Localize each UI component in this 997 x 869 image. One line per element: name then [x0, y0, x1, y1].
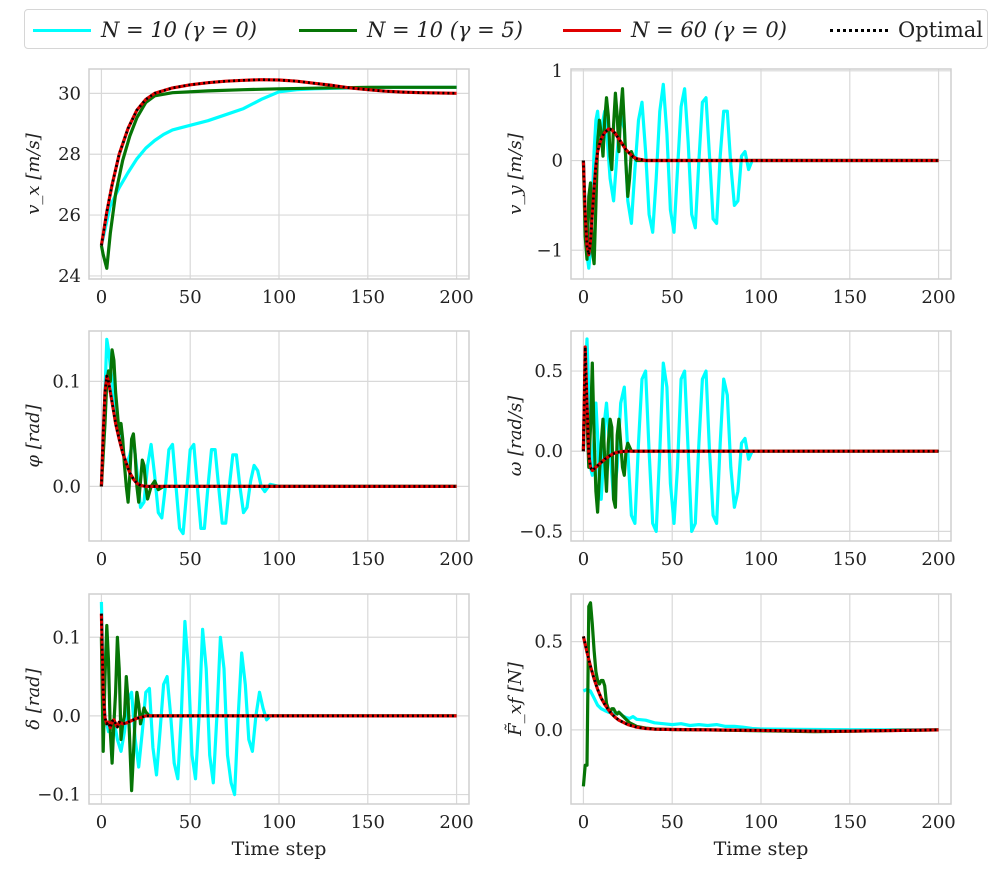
series-line-n10-g5: [99, 623, 457, 793]
series-line-optimal: [582, 636, 939, 733]
legend-label-n60-g0: N = 60 (γ = 0): [631, 18, 787, 42]
y-tick-label: 0.0: [534, 720, 563, 741]
chart-panel-5: 0 50 100 150 200 −0.1 0.0 0.1 δ [rad] Time step: [23, 593, 474, 860]
y-tick-label: −1: [536, 240, 563, 261]
x-tick-label: 50: [179, 287, 202, 308]
y-tick-label: 0.0: [534, 441, 563, 462]
x-tick-label: 50: [179, 549, 202, 570]
y-tick-label: 24: [58, 266, 81, 287]
chart-panel-6: 0 50 100 150 200 0.0 0.5 F̃_xf [N] Time step: [504, 593, 956, 860]
series-line-optimal: [100, 78, 457, 246]
x-tick-label: 200: [439, 812, 473, 833]
x-tick-label: 100: [744, 549, 778, 570]
series-line-n10-g0: [582, 687, 939, 732]
y-tick-label: 0.0: [52, 476, 81, 497]
axes-frame: [570, 593, 952, 805]
legend-swatch-n10-g5: [299, 28, 357, 32]
legend-item-n10-g0: N = 10 (γ = 0): [33, 16, 257, 44]
legend: N = 10 (γ = 0) N = 10 (γ = 5) N = 60 (γ …: [24, 9, 988, 49]
x-tick-label: 50: [661, 287, 684, 308]
x-tick-label: 200: [921, 812, 955, 833]
y-tick-label: −0.5: [519, 521, 563, 542]
y-tick-label: 26: [58, 205, 81, 226]
x-tick-label: 0: [578, 549, 589, 570]
x-tick-label: 50: [661, 812, 684, 833]
x-tick-label: 50: [179, 812, 202, 833]
axes-frame: [570, 68, 952, 280]
y-tick-label: 0.5: [534, 632, 563, 653]
x-tick-label: 150: [833, 287, 867, 308]
x-tick-label: 100: [262, 812, 296, 833]
y-tick-label: 1: [552, 61, 563, 82]
chart-panel-4: 0 50 100 150 200 −0.5 0.0 0.5 ω [rad/s]: [505, 330, 956, 570]
y-tick-label: 0: [552, 151, 563, 172]
x-tick-label: 100: [744, 287, 778, 308]
x-tick-label: 100: [744, 812, 778, 833]
y-tick-label: 0.0: [52, 706, 81, 727]
chart-panel-3: 0 50 100 150 200 0.0 0.1 φ [rad]: [23, 330, 474, 570]
legend-swatch-optimal: [830, 28, 888, 32]
series-line-n10-g5: [581, 361, 939, 514]
x-tick-label: 0: [96, 287, 107, 308]
axes-frame: [88, 68, 470, 280]
x-tick-label: 200: [439, 287, 473, 308]
y-axis-label: φ [rad]: [23, 403, 44, 467]
series-line-n10-g5: [581, 87, 939, 266]
y-axis-label: v_x [m/s]: [23, 132, 44, 214]
legend-label-optimal: Optimal: [898, 18, 983, 42]
x-tick-label: 0: [578, 287, 589, 308]
legend-label-n10-g5: N = 10 (γ = 5): [367, 18, 523, 42]
y-tick-label: 28: [58, 144, 81, 165]
series-line-optimal: [582, 345, 939, 472]
x-tick-label: 150: [351, 812, 385, 833]
x-tick-label: 0: [96, 549, 107, 570]
y-tick-label: 30: [58, 83, 81, 104]
y-axis-label: δ [rad]: [23, 667, 44, 729]
series-line-optimal: [100, 613, 457, 729]
x-axis-label: Time step: [232, 838, 327, 860]
axes-frame: [570, 330, 952, 542]
x-tick-label: 150: [833, 812, 867, 833]
y-axis-label: ω [rad/s]: [505, 395, 526, 477]
legend-item-n10-g5: N = 10 (γ = 5): [299, 16, 523, 44]
x-tick-label: 100: [262, 287, 296, 308]
axes-frame: [88, 330, 470, 542]
x-tick-label: 150: [833, 549, 867, 570]
series-line-n10-g5: [99, 85, 457, 270]
legend-item-n60-g0: N = 60 (γ = 0): [563, 16, 787, 44]
x-tick-label: 200: [439, 549, 473, 570]
x-tick-label: 100: [262, 549, 296, 570]
axes-frame: [88, 593, 470, 805]
x-tick-label: 200: [921, 287, 955, 308]
series-line-n10-g0: [99, 601, 457, 797]
x-tick-label: 0: [578, 812, 589, 833]
series-line-optimal: [582, 127, 939, 257]
chart-panel-1: 0 50 100 150 200 24 26 28 30 v_x [m/s]: [23, 68, 474, 308]
y-tick-label: 0.5: [534, 361, 563, 382]
y-axis-label: F̃_xf [N]: [504, 661, 526, 737]
legend-label-n10-g0: N = 10 (γ = 0): [101, 18, 257, 42]
y-tick-label: 0.1: [52, 371, 81, 392]
y-tick-label: 0.1: [52, 627, 81, 648]
legend-swatch-n10-g0: [33, 28, 91, 32]
x-tick-label: 150: [351, 287, 385, 308]
y-axis-label: v_y [m/s]: [505, 132, 526, 214]
legend-swatch-n60-g0: [563, 28, 621, 32]
legend-item-optimal: Optimal: [830, 16, 983, 44]
x-tick-label: 150: [351, 549, 385, 570]
x-tick-label: 0: [96, 812, 107, 833]
series-line-optimal: [100, 374, 457, 488]
x-tick-label: 200: [921, 549, 955, 570]
y-tick-label: −0.1: [37, 785, 81, 806]
x-tick-label: 50: [661, 549, 684, 570]
series-line-n10-g0: [99, 337, 457, 536]
chart-panel-2: 0 50 100 150 200 −1 0 1 v_y [m/s]: [505, 61, 956, 308]
x-axis-label: Time step: [714, 838, 809, 860]
